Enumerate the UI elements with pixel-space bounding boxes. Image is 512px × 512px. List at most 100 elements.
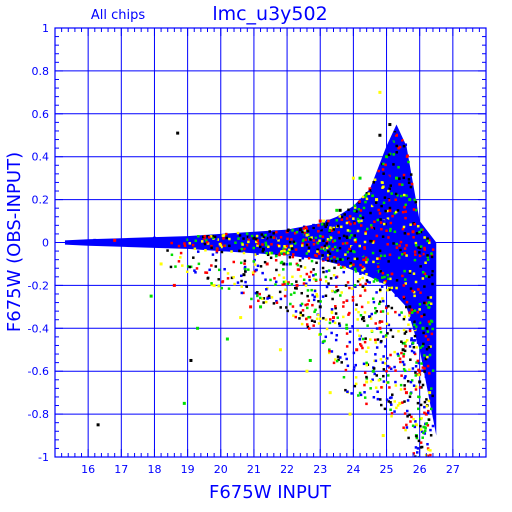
scatter-dot bbox=[422, 304, 425, 308]
scatter-dot bbox=[275, 301, 279, 304]
scatter-dot bbox=[389, 353, 392, 357]
scatter-dot bbox=[327, 245, 331, 248]
scatter-dot bbox=[401, 183, 404, 186]
scatter-dot bbox=[274, 254, 278, 258]
scatter-dot bbox=[387, 304, 390, 308]
scatter-dot bbox=[277, 273, 281, 277]
scatter-dot bbox=[286, 250, 290, 253]
scatter-dot bbox=[215, 249, 219, 253]
scatter-dot bbox=[414, 388, 418, 391]
data-point bbox=[196, 326, 200, 330]
scatter-dot bbox=[414, 208, 418, 212]
scatter-dot bbox=[414, 203, 417, 207]
scatter-dot bbox=[365, 279, 369, 282]
scatter-dot bbox=[426, 308, 430, 312]
scatter-dot bbox=[375, 346, 379, 349]
scatter-dot bbox=[357, 310, 360, 314]
scatter-dot bbox=[363, 391, 366, 394]
scatter-dot bbox=[261, 271, 264, 275]
scatter-dot bbox=[372, 260, 375, 264]
scatter-dot bbox=[390, 403, 393, 406]
scatter-dot bbox=[395, 144, 398, 148]
scatter-dot bbox=[392, 153, 395, 156]
scatter-dot bbox=[411, 289, 414, 293]
scatter-dot bbox=[397, 256, 401, 260]
scatter-dot bbox=[308, 316, 312, 319]
scatter-dot bbox=[403, 376, 406, 380]
scatter-dot bbox=[429, 453, 432, 457]
scatter-dot bbox=[403, 412, 407, 415]
scatter-dot bbox=[261, 243, 264, 246]
scatter-dot bbox=[252, 242, 256, 246]
scatter-dot bbox=[413, 222, 417, 226]
scatter-dot bbox=[256, 244, 259, 247]
scatter-dot bbox=[379, 174, 382, 178]
scatter-dot bbox=[407, 323, 410, 326]
scatter-dot bbox=[426, 330, 430, 333]
scatter-dot bbox=[317, 322, 321, 325]
scatter-dot bbox=[299, 265, 303, 268]
scatter-dot bbox=[351, 295, 355, 299]
scatter-dot bbox=[426, 237, 429, 240]
scatter-dot bbox=[282, 268, 285, 271]
scatter-dot bbox=[388, 187, 391, 191]
scatter-dot bbox=[427, 275, 431, 279]
scatter-dot bbox=[395, 406, 398, 410]
scatter-dot bbox=[376, 218, 380, 222]
scatter-dot bbox=[372, 300, 376, 304]
scatter-dot bbox=[387, 153, 391, 157]
scatter-dot bbox=[407, 160, 410, 164]
scatter-dot bbox=[383, 275, 386, 279]
scatter-dot bbox=[352, 351, 356, 355]
scatter-dot bbox=[306, 294, 309, 298]
scatter-dot bbox=[374, 311, 377, 315]
scatter-dot bbox=[328, 238, 332, 242]
scatter-dot bbox=[293, 232, 297, 235]
scatter-dot bbox=[251, 271, 255, 274]
scatter-dot bbox=[272, 302, 276, 305]
scatter-dot bbox=[389, 184, 392, 187]
scatter-dot bbox=[345, 235, 348, 238]
scatter-dot bbox=[374, 353, 377, 356]
scatter-dot bbox=[386, 288, 389, 292]
scatter-dot bbox=[430, 307, 433, 311]
scatter-dot bbox=[248, 236, 251, 239]
scatter-dot bbox=[379, 358, 383, 361]
scatter-dot bbox=[349, 265, 352, 268]
scatter-dot bbox=[350, 225, 354, 229]
scatter-dot bbox=[319, 300, 322, 303]
scatter-dot bbox=[304, 282, 308, 286]
scatter-dot bbox=[280, 252, 283, 255]
scatter-dot bbox=[360, 203, 363, 207]
scatter-dot bbox=[377, 193, 381, 196]
scatter-dot bbox=[267, 245, 270, 249]
scatter-dot bbox=[410, 349, 414, 353]
scatter-dot bbox=[347, 258, 351, 262]
scatter-dot bbox=[345, 345, 349, 348]
scatter-dot bbox=[338, 322, 341, 325]
data-point bbox=[322, 219, 326, 223]
scatter-dot bbox=[383, 242, 387, 246]
scatter-dot bbox=[386, 357, 389, 360]
scatter-dot bbox=[332, 361, 336, 365]
scatter-dot bbox=[362, 258, 365, 262]
scatter-dot bbox=[342, 305, 345, 308]
data-point bbox=[149, 294, 153, 298]
scatter-dot bbox=[404, 375, 407, 378]
scatter-dot bbox=[206, 276, 210, 280]
data-point bbox=[70, 241, 74, 244]
scatter-dot bbox=[340, 361, 343, 364]
scatter-dot bbox=[320, 223, 324, 226]
scatter-dot bbox=[322, 270, 325, 274]
scatter-dot bbox=[367, 301, 370, 304]
scatter-dot bbox=[426, 258, 430, 262]
scatter-dot bbox=[380, 339, 383, 343]
scatter-dot bbox=[413, 352, 417, 356]
scatter-dot bbox=[338, 237, 341, 240]
data-point bbox=[239, 316, 243, 320]
scatter-dot bbox=[385, 398, 389, 401]
scatter-dot bbox=[264, 244, 268, 247]
scatter-dot bbox=[317, 230, 320, 233]
scatter-dot bbox=[404, 340, 407, 344]
scatter-dot bbox=[396, 352, 400, 356]
